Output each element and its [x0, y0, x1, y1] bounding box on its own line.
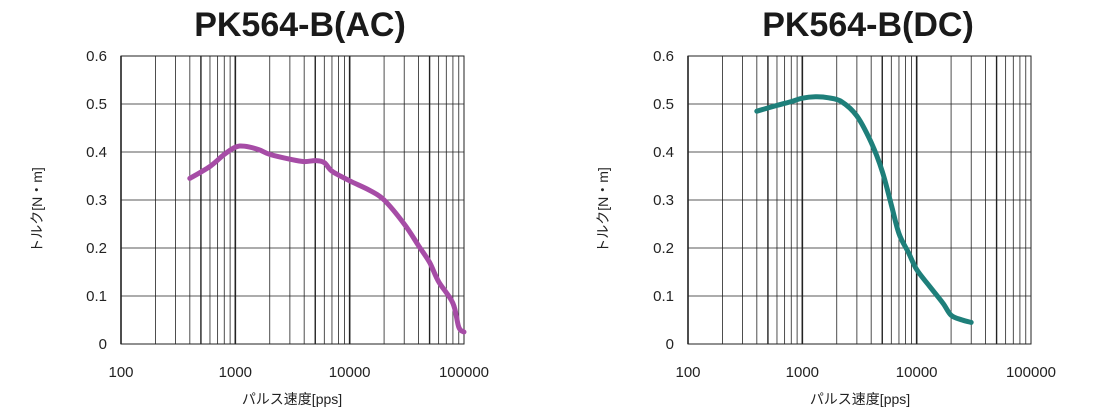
y-axis-label: トルク[N・m]: [29, 167, 45, 253]
y-tick-labels: 0 0.1 0.2 0.3 0.4 0.5 0.6: [86, 48, 107, 353]
grid-lines: [120, 55, 464, 345]
x-axis-label: パルス速度[pps]: [810, 391, 910, 407]
chart-panel-ac: PK564-B(AC) 00.10.20.30.40.50.6 100 1000 1…: [29, 6, 489, 407]
y-tick-label: 0.3: [86, 192, 107, 209]
y-tick-label: 0.4: [653, 144, 674, 161]
y-tick-label: 0.5: [653, 96, 674, 113]
torque-curve-dc: [754, 94, 974, 325]
x-tick-label: 10000: [329, 364, 371, 381]
y-tick-label: 0.6: [86, 48, 107, 65]
x-tick-label: 100: [108, 364, 133, 381]
grid-lines: [687, 55, 1031, 345]
x-tick-label: 100000: [1006, 364, 1056, 381]
y-tick-label: 0.1: [653, 288, 674, 305]
y-tick-label: 0.3: [653, 192, 674, 209]
torque-curve-ac: [187, 143, 467, 335]
x-tick-label: 1000: [219, 364, 252, 381]
chart-title: PK564-B(DC): [762, 6, 974, 44]
x-tick-label: 100: [675, 364, 700, 381]
x-tick-labels: 100 1000 10000 100000: [108, 364, 489, 381]
x-tick-label: 10000: [896, 364, 938, 381]
y-tick-label: 0.2: [86, 240, 107, 257]
x-tick-label: 1000: [786, 364, 819, 381]
y-tick-labels: 0 0.1 0.2 0.3 0.4 0.5 0.6: [653, 48, 674, 353]
plot-frame: [120, 55, 465, 345]
y-tick-label: 0.4: [86, 144, 107, 161]
x-tick-labels: 100 1000 10000 100000: [675, 364, 1056, 381]
plot-frame: [687, 55, 1032, 345]
y-axis-label: トルク[N・m]: [595, 167, 611, 253]
x-tick-label: 100000: [439, 364, 489, 381]
y-tick-label: 0: [99, 336, 107, 353]
x-axis-label: パルス速度[pps]: [242, 391, 342, 407]
chart-panel-dc: PK564-B(DC) 00.10.20.30.40.50.6 100 1000 1…: [595, 6, 1056, 407]
y-tick-label: 0.1: [86, 288, 107, 305]
y-tick-label: 0.5: [86, 96, 107, 113]
chart-title: PK564-B(AC): [194, 6, 406, 44]
y-tick-label: 0.6: [653, 48, 674, 65]
y-tick-label: 0.2: [653, 240, 674, 257]
y-tick-label: 0: [666, 336, 674, 353]
